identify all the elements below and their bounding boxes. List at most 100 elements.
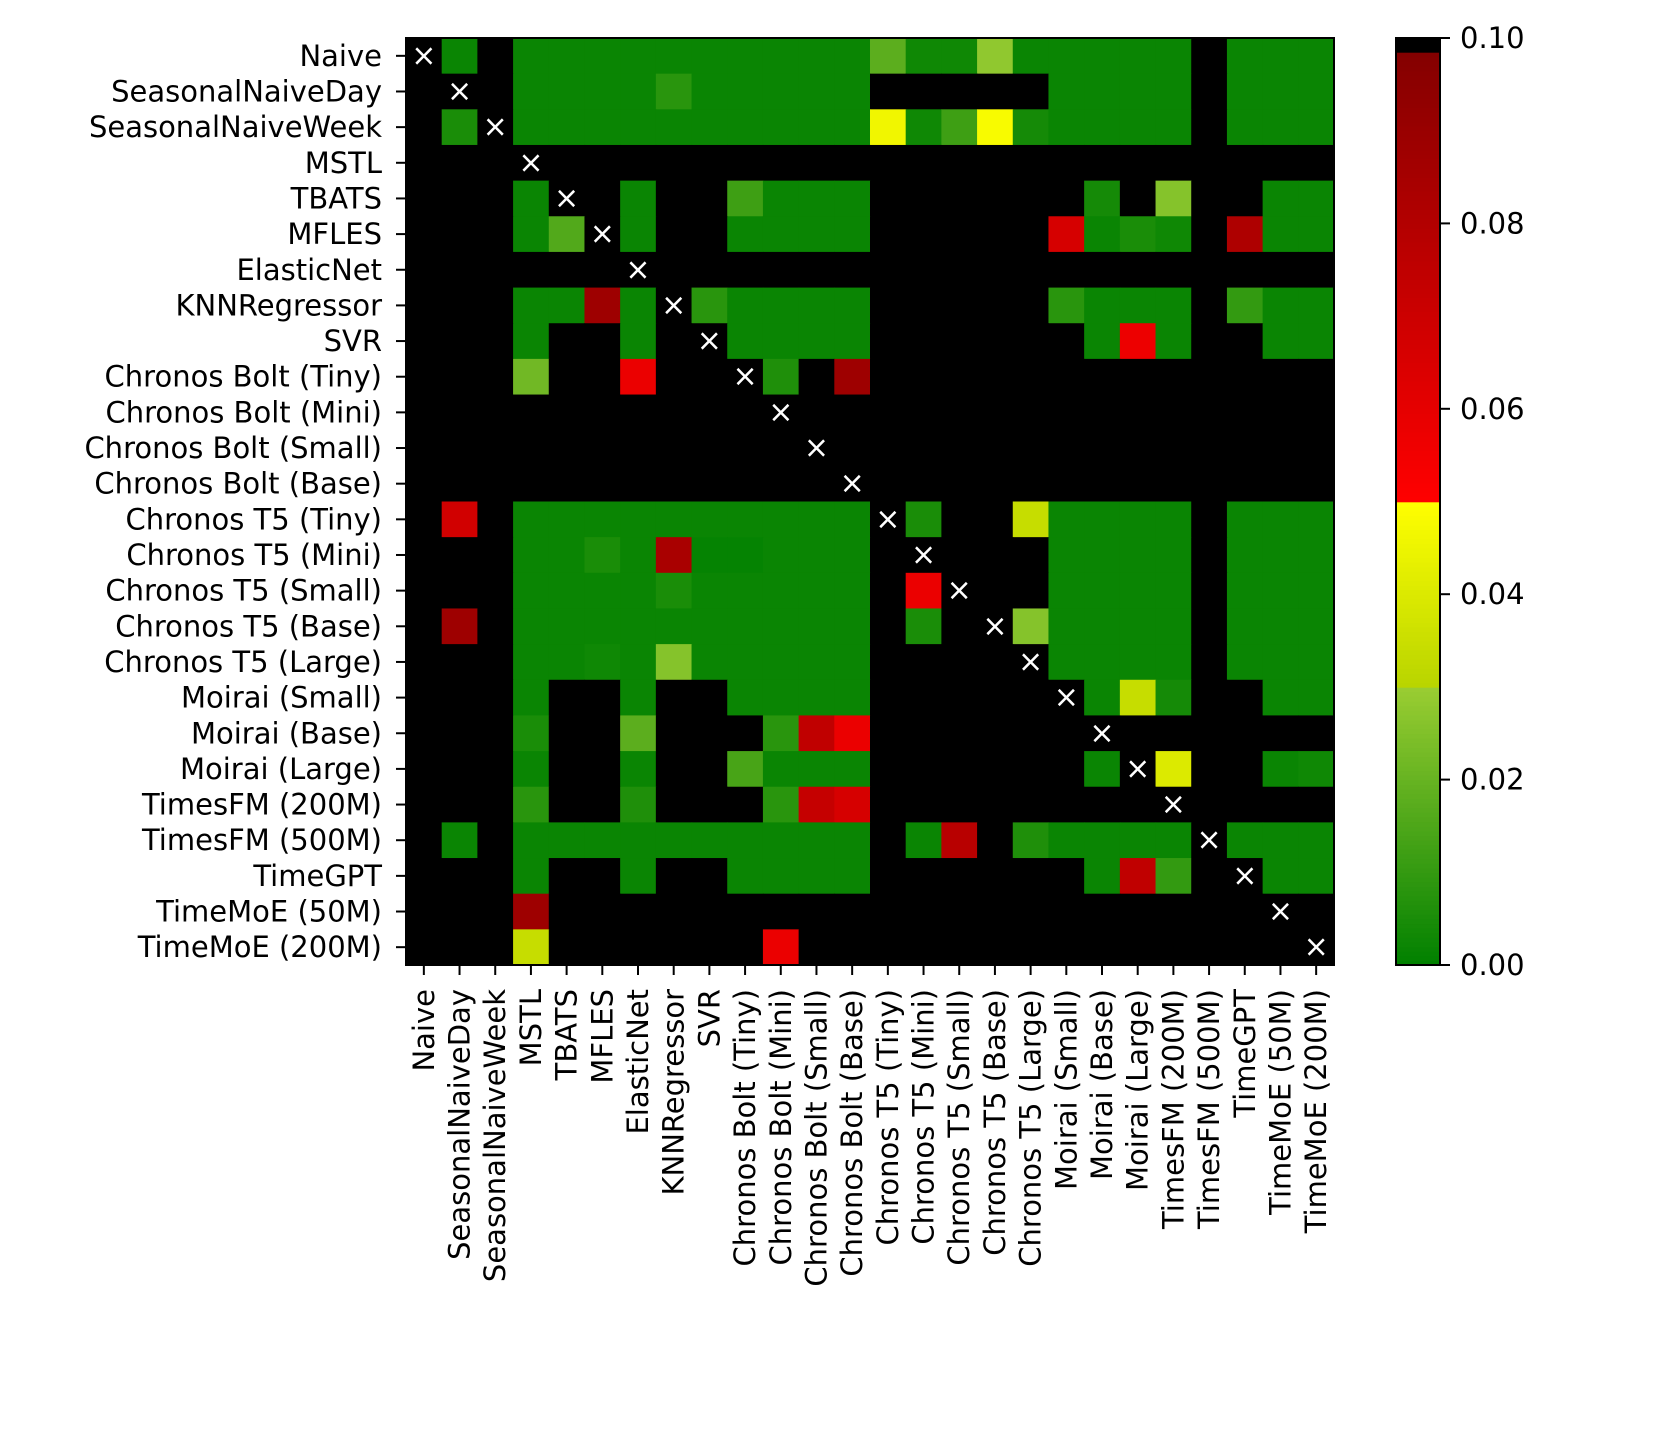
heatmap-cell	[762, 751, 800, 788]
heatmap-cell	[762, 38, 800, 75]
colorbar-band	[1396, 876, 1440, 883]
heatmap-cell	[870, 715, 907, 752]
x-tick-label: Chronos T5 (Tiny)	[871, 989, 905, 1246]
heatmap-cell	[1226, 929, 1264, 966]
colorbar-band	[1396, 302, 1440, 308]
heatmap-cell	[1226, 537, 1264, 574]
heatmap-cell	[441, 323, 478, 360]
heatmap-cell	[1155, 144, 1192, 182]
heatmap-cell	[1084, 358, 1121, 396]
colorbar-band	[1396, 835, 1440, 841]
heatmap-cell	[1155, 822, 1192, 859]
heatmap-cell	[655, 751, 693, 788]
x-axis: Naive SeasonalNaiveDay SeasonalNaiveWeek MS…	[407, 965, 1333, 1287]
heatmap-cell	[513, 216, 550, 253]
heatmap-cell	[548, 323, 586, 360]
heatmap-cell	[870, 679, 907, 717]
heatmap-cell	[548, 287, 586, 324]
heatmap-cell	[1084, 216, 1121, 253]
y-tick-label: ElasticNet	[236, 253, 382, 287]
heatmap-cell	[691, 323, 728, 360]
heatmap-cell	[1191, 216, 1228, 253]
heatmap-cell	[1012, 893, 1050, 930]
heatmap-cell	[513, 394, 550, 431]
heatmap-cell	[1298, 715, 1335, 752]
colorbar-band	[1396, 867, 1440, 874]
y-tick-label: Moirai (Base)	[191, 716, 382, 750]
heatmap-cell	[1191, 786, 1228, 823]
heatmap-cell	[548, 537, 586, 574]
heatmap-cell	[513, 751, 550, 788]
heatmap-cell	[691, 180, 728, 217]
diagonal-marker: ×	[982, 609, 1007, 644]
heatmap-cell	[1084, 501, 1121, 538]
heatmap-cell	[762, 430, 800, 467]
heatmap-cell	[798, 465, 835, 503]
colorbar-band	[1396, 385, 1440, 392]
colorbar-band	[1396, 149, 1440, 155]
colorbar-band	[1396, 167, 1440, 174]
heatmap-cell	[762, 822, 800, 859]
heatmap-cell	[905, 465, 942, 503]
heatmap-cell	[441, 73, 478, 110]
colorbar-band	[1396, 714, 1440, 721]
heatmap-cell	[1119, 144, 1157, 182]
heatmap-cell	[620, 465, 657, 503]
colorbar-band	[1396, 418, 1440, 424]
colorbar-band	[1396, 121, 1440, 127]
heatmap-cell	[691, 73, 728, 110]
heatmap-cell	[762, 608, 800, 645]
heatmap-cell	[406, 394, 443, 431]
heatmap-cell	[798, 644, 835, 681]
heatmap-cell	[1048, 144, 1085, 182]
heatmap-cell	[1084, 394, 1121, 431]
heatmap-cell	[477, 216, 514, 253]
heatmap-cell	[513, 38, 550, 75]
heatmap-cell	[513, 109, 550, 146]
heatmap-cell	[477, 501, 514, 538]
heatmap-cell	[406, 537, 443, 574]
heatmap-cell	[870, 394, 907, 431]
heatmap-cell	[406, 73, 443, 110]
heatmap-cell	[406, 822, 443, 859]
colorbar-band	[1396, 584, 1440, 591]
heatmap-cell	[1191, 287, 1228, 324]
colorbar-band	[1396, 663, 1440, 670]
heatmap-cell	[513, 251, 550, 289]
heatmap-cell	[655, 822, 693, 859]
heatmap-cell	[513, 644, 550, 681]
heatmap-cell	[834, 751, 871, 788]
heatmap-cell	[584, 358, 621, 396]
colorbar-band	[1396, 487, 1440, 494]
heatmap-cell	[1298, 251, 1335, 289]
colorbar-band	[1396, 455, 1440, 461]
heatmap-cell	[905, 929, 942, 966]
colorbar-band	[1396, 612, 1440, 619]
colorbar-band	[1396, 380, 1440, 387]
heatmap-cell	[977, 822, 1014, 859]
heatmap-cell	[941, 822, 978, 859]
heatmap-cell	[834, 38, 871, 75]
heatmap-cell	[798, 109, 835, 146]
heatmap-cell	[691, 929, 728, 966]
x-tick-label: Naive	[407, 989, 441, 1072]
colorbar-band	[1396, 914, 1440, 920]
heatmap-cell	[870, 465, 907, 503]
heatmap-cell	[584, 109, 621, 146]
heatmap-cell	[441, 572, 478, 610]
colorbar-tick-label: 0.00	[1460, 948, 1525, 982]
heatmap-cell	[1012, 751, 1050, 788]
heatmap-cell	[1298, 537, 1335, 574]
heatmap-cell	[655, 786, 693, 823]
heatmap-cell	[513, 358, 550, 396]
heatmap-cell	[1262, 786, 1299, 823]
x-tick-label: Moirai (Large)	[1121, 989, 1155, 1191]
heatmap-cell	[798, 822, 835, 859]
heatmap-cell	[1084, 608, 1121, 645]
heatmap-cell	[1226, 501, 1264, 538]
diagonal-marker: ×	[1268, 894, 1293, 929]
heatmap-cell	[1048, 358, 1085, 396]
heatmap-cell	[477, 287, 514, 324]
heatmap-cell	[1119, 430, 1157, 467]
heatmap-cell	[513, 893, 550, 930]
